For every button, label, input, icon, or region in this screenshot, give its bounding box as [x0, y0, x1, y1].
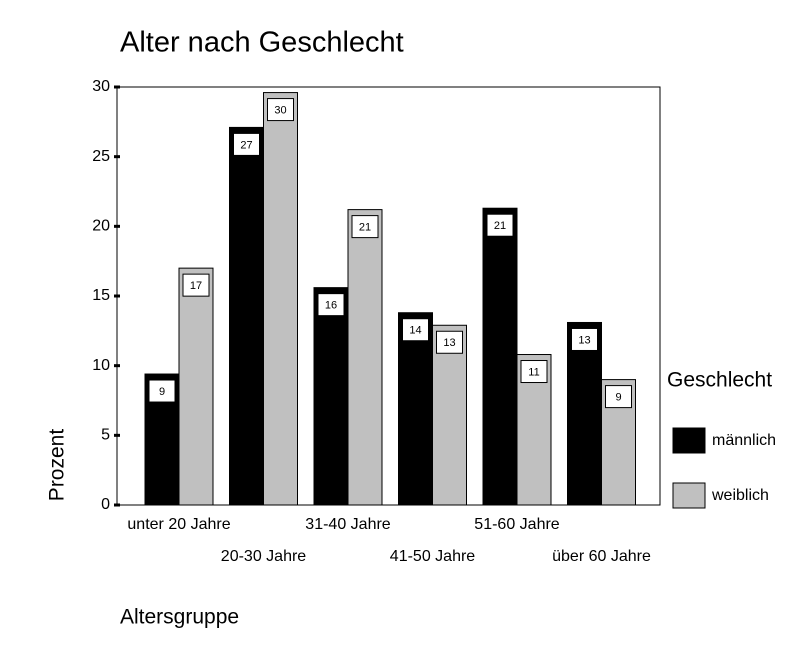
legend-title: Geschlecht — [667, 369, 772, 392]
bar — [432, 324, 467, 506]
x-tick-label: 41-50 Jahre — [390, 548, 475, 565]
y-axis-label: Prozent — [46, 429, 69, 502]
legend-swatch — [672, 427, 706, 454]
y-tick-label: 5 — [101, 427, 110, 444]
value-label-box — [605, 385, 632, 409]
value-label: 9 — [159, 386, 165, 398]
value-label-box — [436, 330, 463, 354]
x-tick-label: unter 20 Jahre — [127, 516, 230, 533]
value-label-box — [267, 98, 294, 122]
x-tick-label: 20-30 Jahre — [221, 548, 306, 565]
x-tick-label: 31-40 Jahre — [305, 516, 390, 533]
value-label-box — [486, 213, 514, 237]
x-tick-label: 51-60 Jahre — [474, 516, 559, 533]
bar — [178, 267, 214, 506]
y-tick-label: 15 — [92, 287, 110, 304]
y-tick-label: 25 — [92, 148, 110, 165]
bar — [313, 287, 349, 506]
y-tick-label: 30 — [92, 78, 110, 95]
bar — [229, 126, 264, 506]
value-label: 14 — [409, 325, 421, 337]
value-label: 11 — [528, 366, 539, 378]
value-label-box — [571, 327, 598, 351]
legend-swatch — [672, 482, 706, 509]
value-label: 17 — [190, 280, 202, 292]
bar — [567, 321, 602, 506]
value-label-box — [351, 215, 379, 239]
value-label-box — [520, 360, 548, 384]
legend-label: weiblich — [711, 487, 769, 504]
value-label: 27 — [240, 139, 252, 151]
value-label: 13 — [578, 334, 590, 346]
value-label: 16 — [325, 300, 337, 312]
bar — [398, 312, 433, 506]
value-label-box — [182, 273, 210, 297]
y-tick-label: 20 — [92, 218, 110, 235]
bar — [263, 92, 298, 506]
y-tick-label: 0 — [101, 496, 110, 513]
x-tick-label: über 60 Jahre — [552, 548, 651, 565]
value-label-box — [233, 132, 260, 156]
value-label: 13 — [443, 337, 455, 349]
chart-title: Alter nach Geschlecht — [120, 27, 404, 59]
value-label-box — [148, 379, 176, 403]
bar — [482, 207, 518, 506]
x-axis-label: Altersgruppe — [120, 606, 239, 629]
value-label: 21 — [494, 220, 506, 232]
value-label: 9 — [615, 392, 621, 404]
value-label: 21 — [359, 222, 371, 234]
value-label-box — [402, 318, 429, 342]
legend-label: männlich — [712, 432, 776, 449]
y-tick-label: 10 — [92, 357, 110, 374]
value-label-box — [317, 293, 345, 317]
value-label: 30 — [274, 104, 286, 116]
bar — [347, 209, 383, 506]
